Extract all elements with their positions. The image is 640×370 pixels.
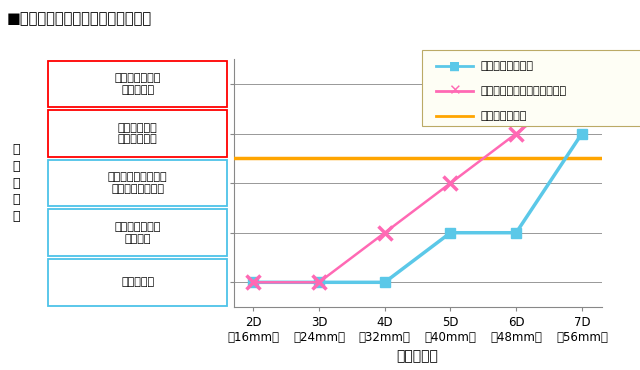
Text: 良好な加工: 良好な加工 xyxy=(121,277,154,287)
Text: びびり模様が見られ
るがびびり音なし: びびり模様が見られ るがびびり音なし xyxy=(108,172,168,194)
Text: び: び xyxy=(12,160,20,173)
Text: コレット式ホルダ: コレット式ホルダ xyxy=(481,61,534,71)
Text: 態: 態 xyxy=(12,210,20,223)
Text: 標準ラウンドホールブッシュ: 標準ラウンドホールブッシュ xyxy=(481,86,567,96)
Text: り: り xyxy=(12,176,20,190)
Text: 加工安定ライン: 加工安定ライン xyxy=(481,111,527,121)
Text: ✕: ✕ xyxy=(449,84,461,98)
X-axis label: 突き出し量: 突き出し量 xyxy=(397,350,438,364)
Text: びびり大により
加工不可能: びびり大により 加工不可能 xyxy=(115,73,161,95)
Text: ■突き出し量によるびびり状態比較: ■突き出し量によるびびり状態比較 xyxy=(6,11,152,26)
Text: ■: ■ xyxy=(449,59,460,73)
Text: び: び xyxy=(12,143,20,157)
Text: びびり模様、
びびり音発生: びびり模様、 びびり音発生 xyxy=(118,123,157,144)
Text: 状: 状 xyxy=(12,193,20,206)
Text: 微小なびびりが
見られる: 微小なびびりが 見られる xyxy=(115,222,161,243)
